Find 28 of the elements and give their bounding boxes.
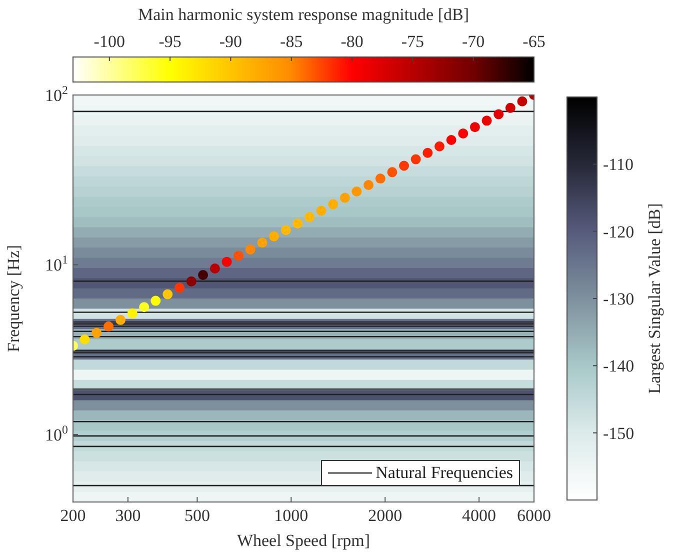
legend-label: Natural Frequencies: [376, 463, 513, 483]
y-tick-label: 10$^{0}$: [45, 422, 68, 444]
y-tick-label: 10$^{2}$: [45, 83, 68, 105]
color-bar-label: -120: [603, 222, 634, 242]
x-axis-title: Wheel Speed [rpm]: [236, 531, 370, 550]
color-bar-title: Largest Singular Value [dB]: [645, 203, 664, 394]
x-tick-label: 2000: [368, 506, 402, 526]
x-tick-label: 1000: [274, 506, 308, 526]
y-axis-title: Frequency [Hz]: [4, 244, 24, 352]
color-bar-label: -65: [522, 32, 546, 51]
color-bar-label: -100: [94, 32, 125, 51]
color-bar-label: -140: [603, 356, 634, 376]
color-bar-label: -75: [401, 32, 424, 51]
color-bar-title: Main harmonic system response magnitude [dB]: [138, 5, 469, 24]
x-tick-label: 200: [60, 506, 86, 526]
color-bar-label: -110: [603, 155, 634, 174]
x-tick-label: 300: [115, 506, 141, 526]
color-bar-label: -150: [603, 424, 634, 443]
y-tick-label: 10$^{1}$: [45, 252, 68, 275]
color-bar-label: -90: [219, 32, 242, 51]
x-tick-label: 4000: [462, 506, 496, 526]
color-bar-label: -85: [280, 32, 303, 51]
color-bar-label: -80: [340, 32, 364, 51]
color-bar-label: -130: [603, 290, 634, 308]
x-tick-label: 500: [184, 506, 210, 526]
color-bar-label: -70: [462, 32, 485, 51]
color-bar-label: -95: [158, 32, 182, 51]
x-tick-label: 6000: [517, 506, 551, 526]
